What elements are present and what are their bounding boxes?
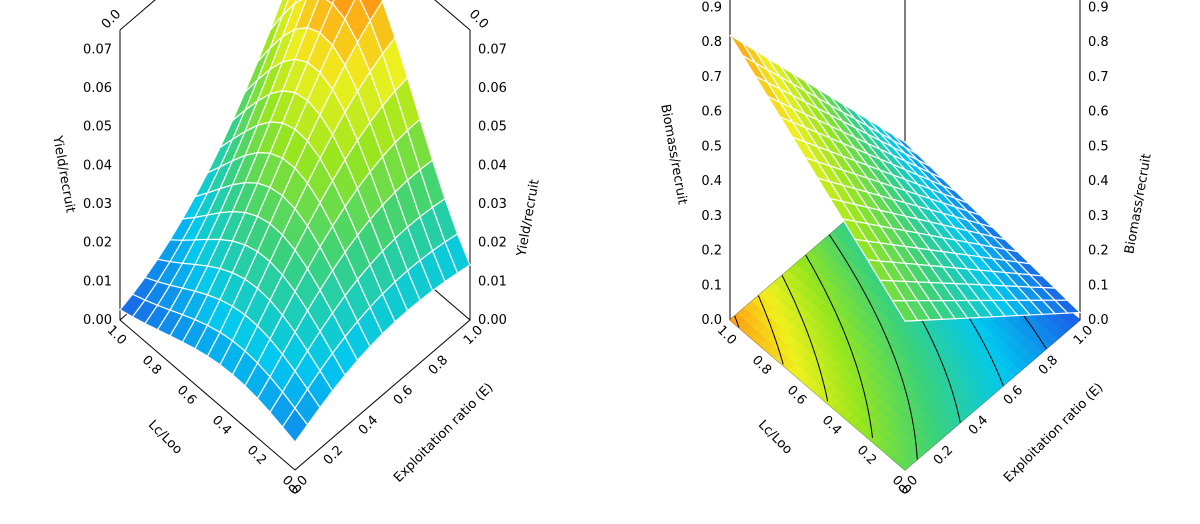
floor-contour-line [781, 275, 829, 402]
y-axis-label-front: Lc/Loo [755, 417, 795, 457]
z-tick-label-left: 0.05 [83, 120, 112, 135]
z-axis-label-right: Yield/recruit [514, 178, 542, 258]
biomass-per-recruit-plot: 0.0 0.0 0.1 0.1 0.2 0.2 0.3 0.3 0.4 0.4 0.5 0.5 0.6 0… [657, 0, 1155, 498]
z-tick-label-right: 0.8 [1088, 35, 1109, 50]
l-tick-label-front: 0.4 [819, 413, 844, 438]
surface-cell [281, 407, 309, 444]
floor-contour-line [828, 234, 918, 460]
e-tick-label-back: 0.0 [99, 7, 124, 32]
e-tick-label-front: 0.4 [966, 413, 991, 438]
z-tick-label-right: 0.03 [478, 197, 507, 212]
z-tick-label-left: 0.06 [83, 81, 112, 96]
z-tick-label-left: 0.8 [701, 35, 722, 50]
z-tick-label-left: 0.03 [83, 197, 112, 212]
z-axis-label-left: Biomass/recruit [657, 103, 689, 206]
z-tick-label-right: 0.01 [478, 274, 507, 289]
z-tick-label-right: 0.05 [478, 120, 507, 135]
z-tick-label-right: 0.2 [1088, 244, 1109, 259]
floor-contour-line [757, 295, 784, 365]
z-tick-label-left: 0.4 [701, 174, 722, 189]
z-tick-label-left: 0.0 [701, 313, 722, 328]
z-tick-label-left: 0.07 [83, 42, 112, 57]
z-tick-label-left: 0.7 [701, 70, 722, 85]
e-tick-label-front: 0.2 [931, 443, 956, 468]
e-tick-label-front: 0.6 [391, 383, 416, 408]
z-tick-label-right: 0.9 [1088, 0, 1109, 15]
floor-contour-line [805, 254, 874, 438]
e-tick-label-front: 0.4 [356, 413, 381, 438]
l-tick-label-front: 0.4 [209, 413, 234, 438]
floor-contour-line [734, 315, 740, 328]
l-tick-label-front: 0.6 [784, 383, 809, 408]
z-axis-label-left: Yield/recruit [49, 134, 77, 214]
l-tick-label-front: 0.8 [749, 353, 774, 378]
z-tick-label-left: 0.9 [701, 0, 722, 15]
z-tick-label-right: 0.02 [478, 236, 507, 251]
z-tick-label-left: 0.6 [701, 105, 722, 120]
z-tick-label-left: 0.04 [83, 158, 112, 173]
e-tick-label-front: 0.8 [426, 353, 451, 378]
y-axis-label-front: Lc/Loo [145, 417, 185, 457]
surface-cell [891, 300, 919, 322]
z-tick-label-right: 0.7 [1088, 70, 1109, 85]
l-tick-label-front: 0.8 [139, 353, 164, 378]
z-tick-label-right: 0.0 [1088, 313, 1109, 328]
z-tick-label-right: 0.1 [1088, 278, 1109, 293]
e-tick-label-front: 0.8 [1036, 353, 1061, 378]
e-tick-label-front: 0.6 [1001, 383, 1026, 408]
z-tick-label-left: 0.2 [701, 244, 722, 259]
z-tick-label-right: 0.6 [1088, 105, 1109, 120]
z-tick-label-right: 0.07 [478, 42, 507, 57]
e-tick-label-front: 0.2 [321, 443, 346, 468]
z-tick-label-right: 0.5 [1088, 139, 1109, 154]
z-tick-label-right: 0.3 [1088, 209, 1109, 224]
z-tick-label-right: 0.04 [478, 158, 507, 173]
z-tick-label-left: 0.1 [701, 278, 722, 293]
z-tick-label-right: 0.00 [478, 313, 507, 328]
yield-per-recruit-plot: 0.00 0.00 0.01 0.01 0.02 0.02 0.03 0.03 0.04 0.04… [49, 0, 543, 498]
z-tick-label-right: 0.06 [478, 81, 507, 96]
z-tick-label-left: 0.02 [83, 236, 112, 251]
z-tick-label-left: 0.01 [83, 274, 112, 289]
z-tick-label-right: 0.4 [1088, 174, 1109, 189]
z-tick-label-left: 0.00 [83, 313, 112, 328]
l-tick-label-back: 0.0 [466, 7, 491, 32]
l-tick-label-front: 0.2 [244, 443, 269, 468]
l-tick-label-front: 0.6 [174, 383, 199, 408]
l-tick-label-front: 0.2 [854, 443, 879, 468]
z-axis-label-right: Biomass/recruit [1122, 153, 1154, 256]
z-tick-label-left: 0.5 [701, 139, 722, 154]
z-tick-label-left: 0.3 [701, 209, 722, 224]
